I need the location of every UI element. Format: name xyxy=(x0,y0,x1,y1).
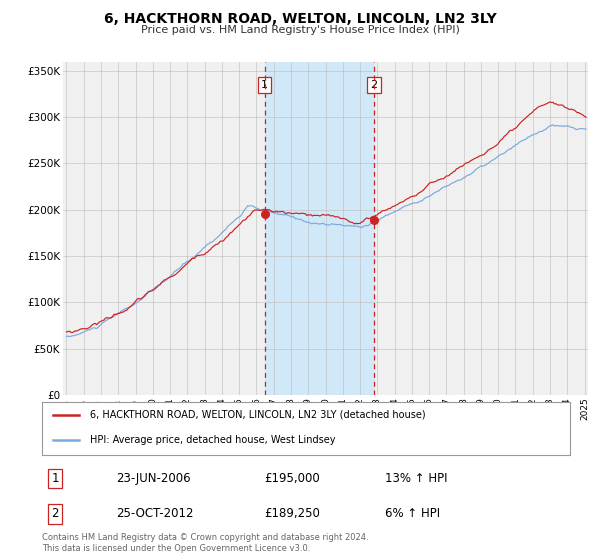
Text: 2: 2 xyxy=(52,507,59,520)
Text: 23-JUN-2006: 23-JUN-2006 xyxy=(116,472,191,485)
Text: 6, HACKTHORN ROAD, WELTON, LINCOLN, LN2 3LY: 6, HACKTHORN ROAD, WELTON, LINCOLN, LN2 … xyxy=(104,12,496,26)
Text: 6% ↑ HPI: 6% ↑ HPI xyxy=(385,507,440,520)
Text: £189,250: £189,250 xyxy=(264,507,320,520)
Text: 25-OCT-2012: 25-OCT-2012 xyxy=(116,507,193,520)
Text: 13% ↑ HPI: 13% ↑ HPI xyxy=(385,472,448,485)
Text: £195,000: £195,000 xyxy=(264,472,320,485)
Bar xyxy=(265,62,374,395)
Text: Contains HM Land Registry data © Crown copyright and database right 2024.
This d: Contains HM Land Registry data © Crown c… xyxy=(42,533,368,553)
Text: HPI: Average price, detached house, West Lindsey: HPI: Average price, detached house, West… xyxy=(89,435,335,445)
Text: 6, HACKTHORN ROAD, WELTON, LINCOLN, LN2 3LY (detached house): 6, HACKTHORN ROAD, WELTON, LINCOLN, LN2 … xyxy=(89,410,425,420)
Text: 2: 2 xyxy=(370,80,377,90)
Text: 1: 1 xyxy=(52,472,59,485)
Text: Price paid vs. HM Land Registry's House Price Index (HPI): Price paid vs. HM Land Registry's House … xyxy=(140,25,460,35)
Text: 1: 1 xyxy=(261,80,268,90)
